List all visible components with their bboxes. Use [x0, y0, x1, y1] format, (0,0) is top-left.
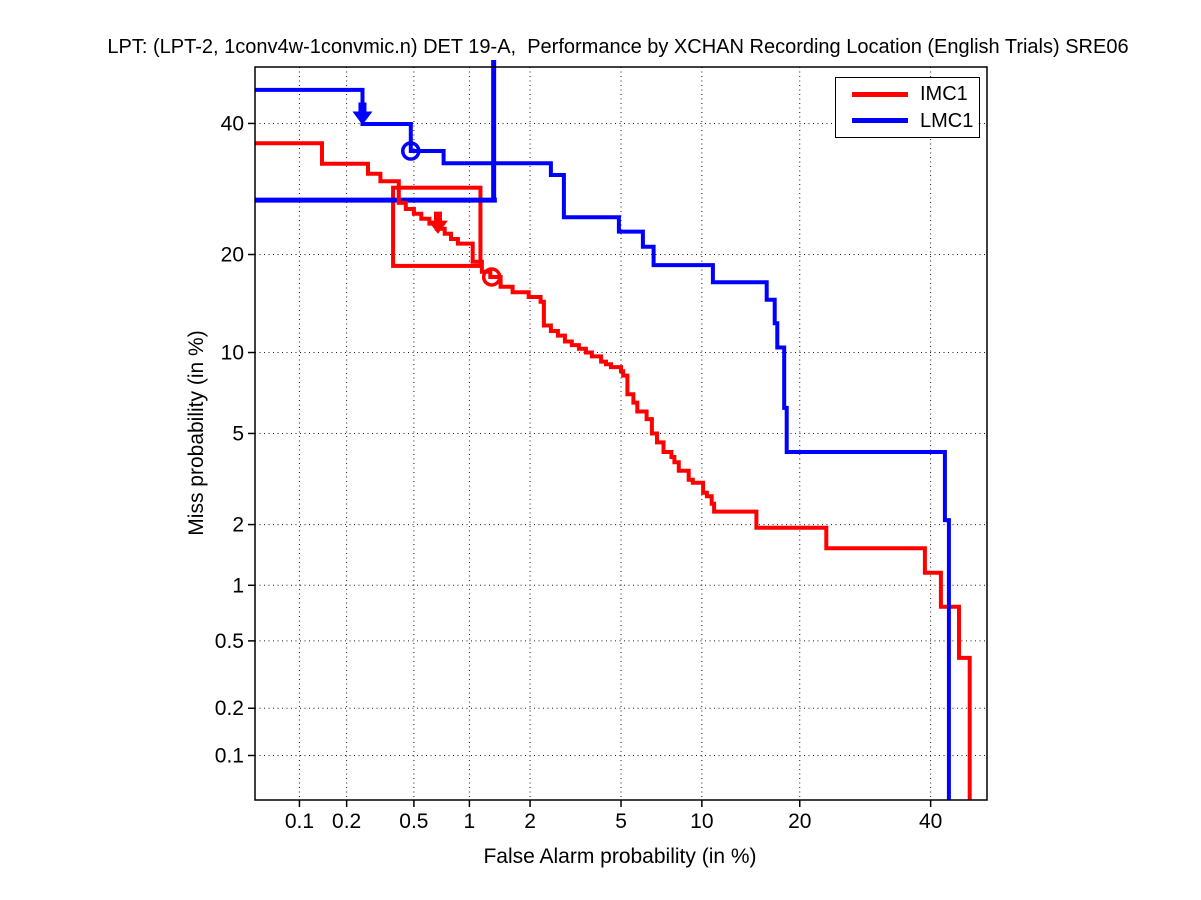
y-tick-label: 5: [232, 422, 244, 445]
y-tick-label: 0.2: [215, 697, 244, 720]
x-axis-label: False Alarm probability (in %): [483, 845, 757, 868]
dcf-region-box: [391, 185, 483, 268]
x-tick-label: 0.1: [285, 810, 314, 833]
legend-line-sample-blue: [852, 118, 908, 124]
x-tick-label: 10: [690, 810, 713, 833]
y-tick-label: 20: [221, 244, 244, 267]
axes-frame: [254, 66, 988, 801]
down-arrow-marker-IMC1: [427, 211, 448, 234]
y-tick-label: 40: [221, 112, 244, 135]
curve-markers: [352, 102, 502, 287]
det-curves: [254, 87, 972, 801]
plot-border: [254, 66, 988, 801]
x-tick-label: 5: [615, 810, 627, 833]
legend-label: IMC1: [920, 83, 968, 106]
y-axis-label: Miss probability (in %): [185, 330, 208, 536]
x-tick-label: 0.2: [332, 810, 361, 833]
y-tick-label: 0.1: [215, 744, 244, 767]
y-tick-label: 10: [221, 342, 244, 365]
x-tick-label: 0.5: [399, 810, 428, 833]
legend-label: LMC1: [920, 109, 974, 132]
x-tick-label: 40: [919, 810, 942, 833]
x-tick-label: 2: [524, 810, 536, 833]
y-tick-label: 1: [232, 574, 244, 597]
det-curve-LMC1: [254, 87, 951, 801]
annotations: [254, 60, 497, 268]
y-tick-label: 0.5: [215, 630, 244, 653]
circle-marker-LMC1: [401, 141, 421, 161]
legend-item-imc1: IMC1: [836, 84, 979, 104]
circle-marker-IMC1: [481, 267, 502, 287]
page-title: LPT: (LPT-2, 1conv4w-1convmic.n) DET 19-…: [107, 36, 1129, 58]
legend-item-lmc1: LMC1: [836, 111, 979, 131]
x-tick-label: 20: [788, 810, 811, 833]
legend-line-sample-red: [852, 91, 908, 97]
legend: IMC1 LMC1: [835, 77, 980, 138]
det-curve-IMC1: [254, 141, 972, 801]
x-tick-label: 1: [464, 810, 476, 833]
y-tick-label: 2: [232, 514, 244, 537]
down-arrow-marker-LMC1: [352, 102, 373, 125]
